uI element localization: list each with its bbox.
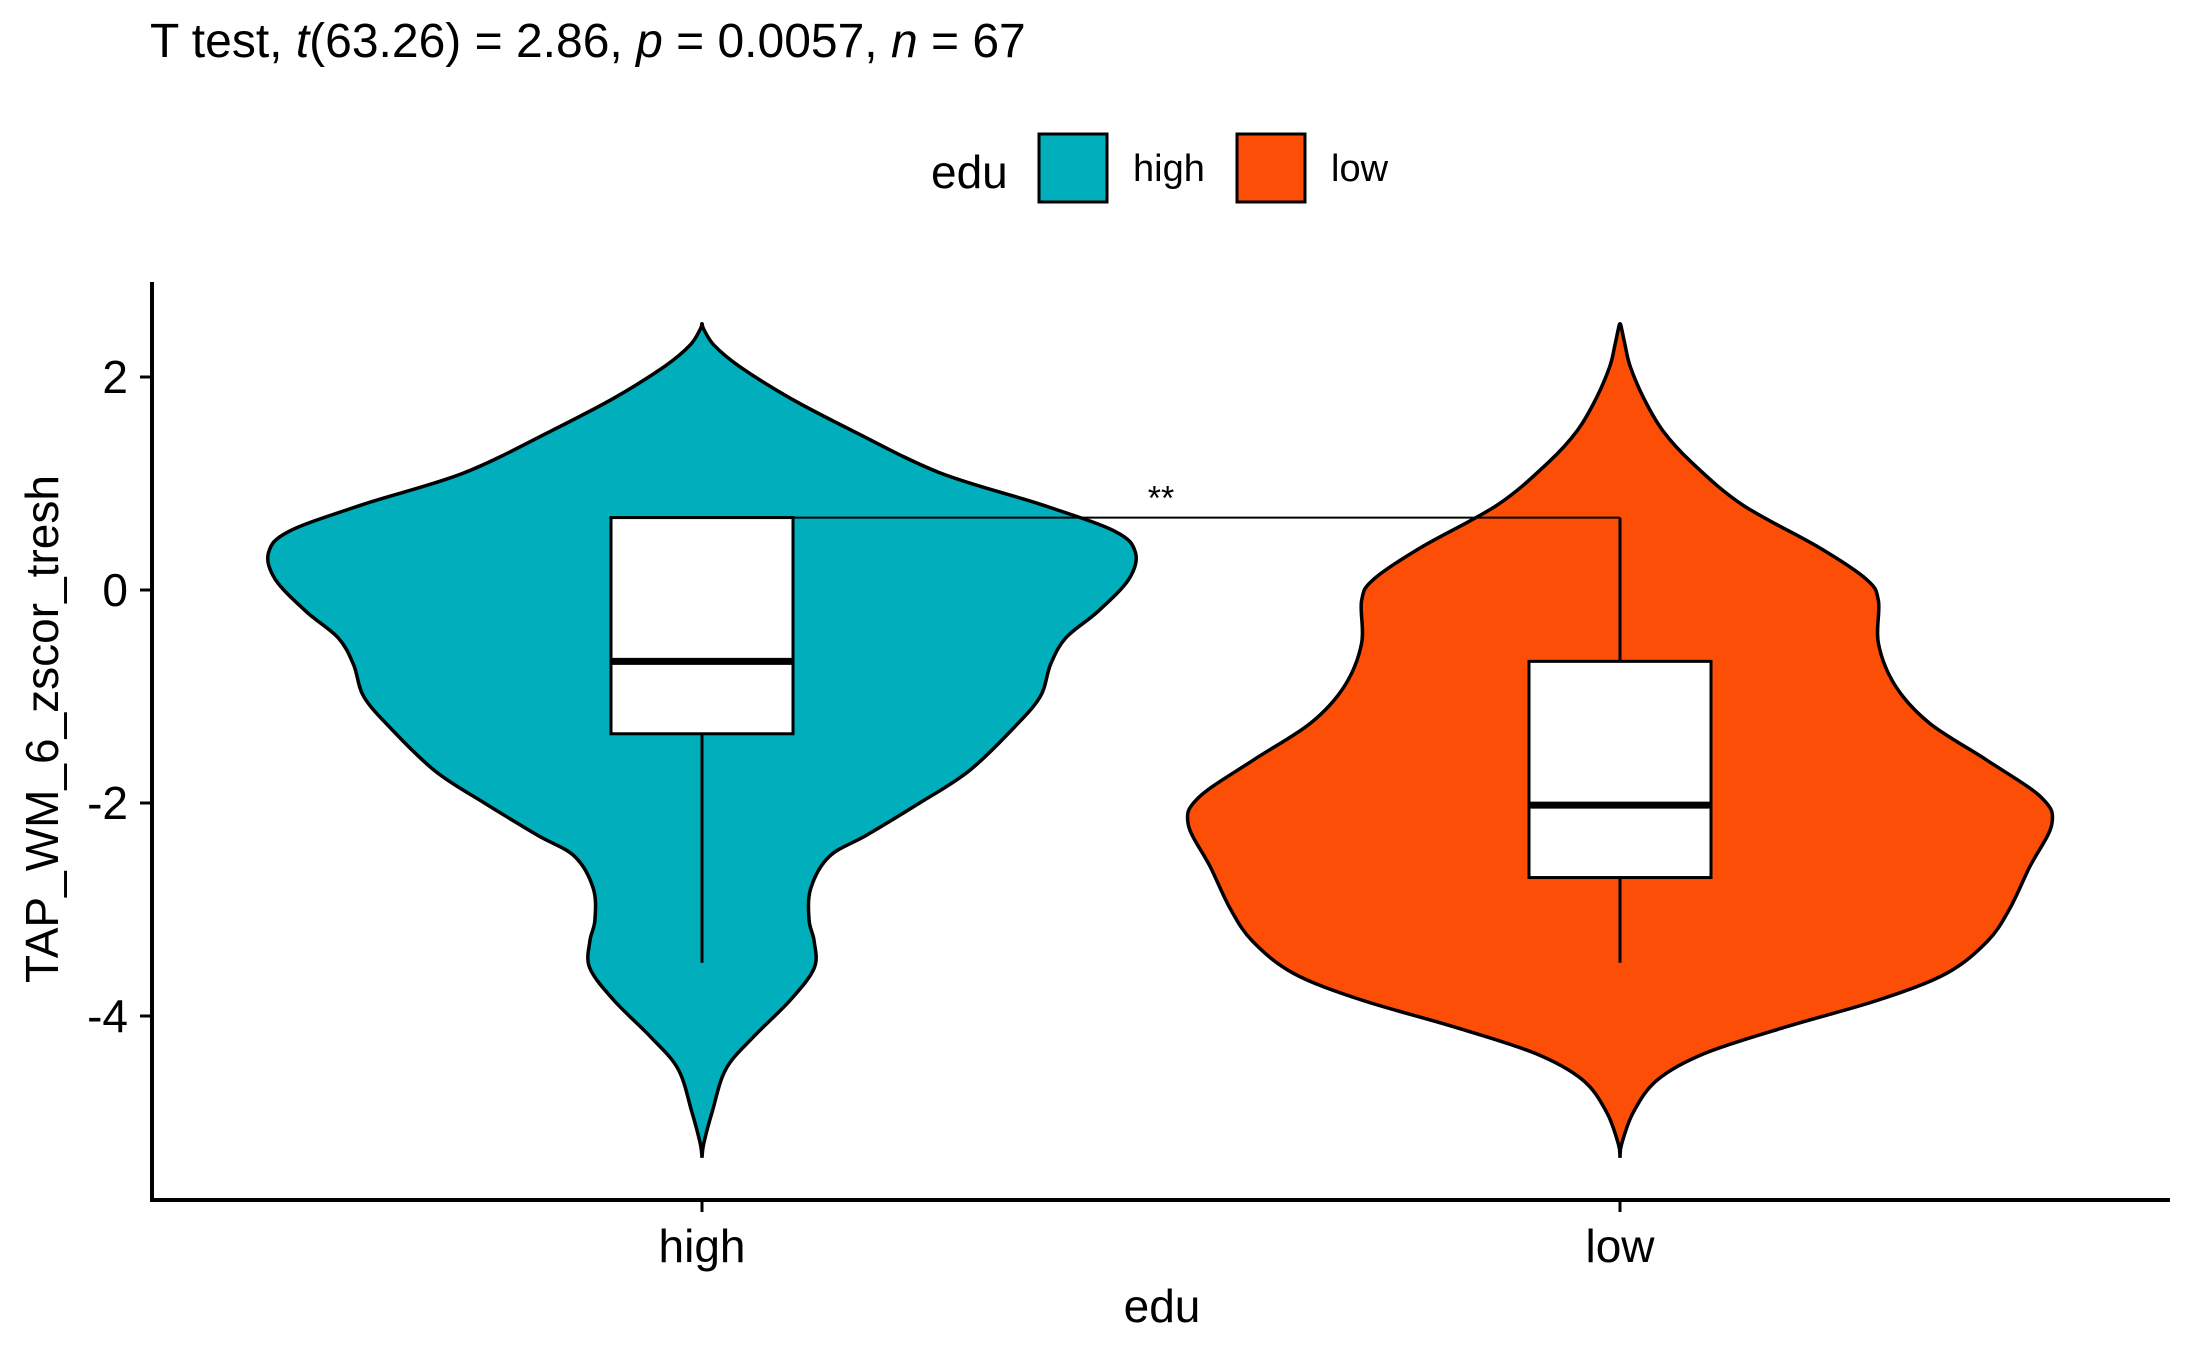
x-axis-label: edu: [1124, 1280, 1201, 1332]
title-df: (63.26) = 2.86,: [309, 15, 637, 68]
title-p-value: = 0.0057,: [662, 15, 891, 68]
y-tick-label: 2: [102, 351, 128, 403]
legend-key-high: [1037, 132, 1109, 204]
plot-area: ** 2 0 -2 -4 high low: [87, 282, 2170, 1272]
x-tick-label-high: high: [659, 1220, 746, 1272]
title-p-symbol: p: [636, 15, 663, 68]
significance-label: **: [1148, 480, 1174, 518]
legend-key-low: [1235, 132, 1307, 204]
legend-label-low: low: [1331, 148, 1389, 190]
box-high: [609, 516, 795, 736]
title-prefix: T test,: [150, 15, 296, 68]
box-low: [1527, 659, 1713, 880]
legend: edu high low: [931, 132, 1389, 204]
legend-title: edu: [931, 146, 1008, 198]
legend-label-high: high: [1133, 148, 1205, 190]
title-n-symbol: n: [890, 15, 918, 68]
y-tick-label: -2: [87, 777, 128, 829]
y-axis-label: TAP_WM_6_zscor_tresh: [16, 475, 68, 983]
title-t-symbol: t: [295, 15, 310, 68]
x-tick-label-low: low: [1585, 1220, 1655, 1272]
title-n-value: = 67: [917, 15, 1026, 68]
chart-title: T test, t(63.26) = 2.86, p = 0.0057, n =…: [150, 14, 1026, 69]
y-tick-label: 0: [102, 564, 128, 616]
y-tick-label: -4: [87, 990, 128, 1042]
